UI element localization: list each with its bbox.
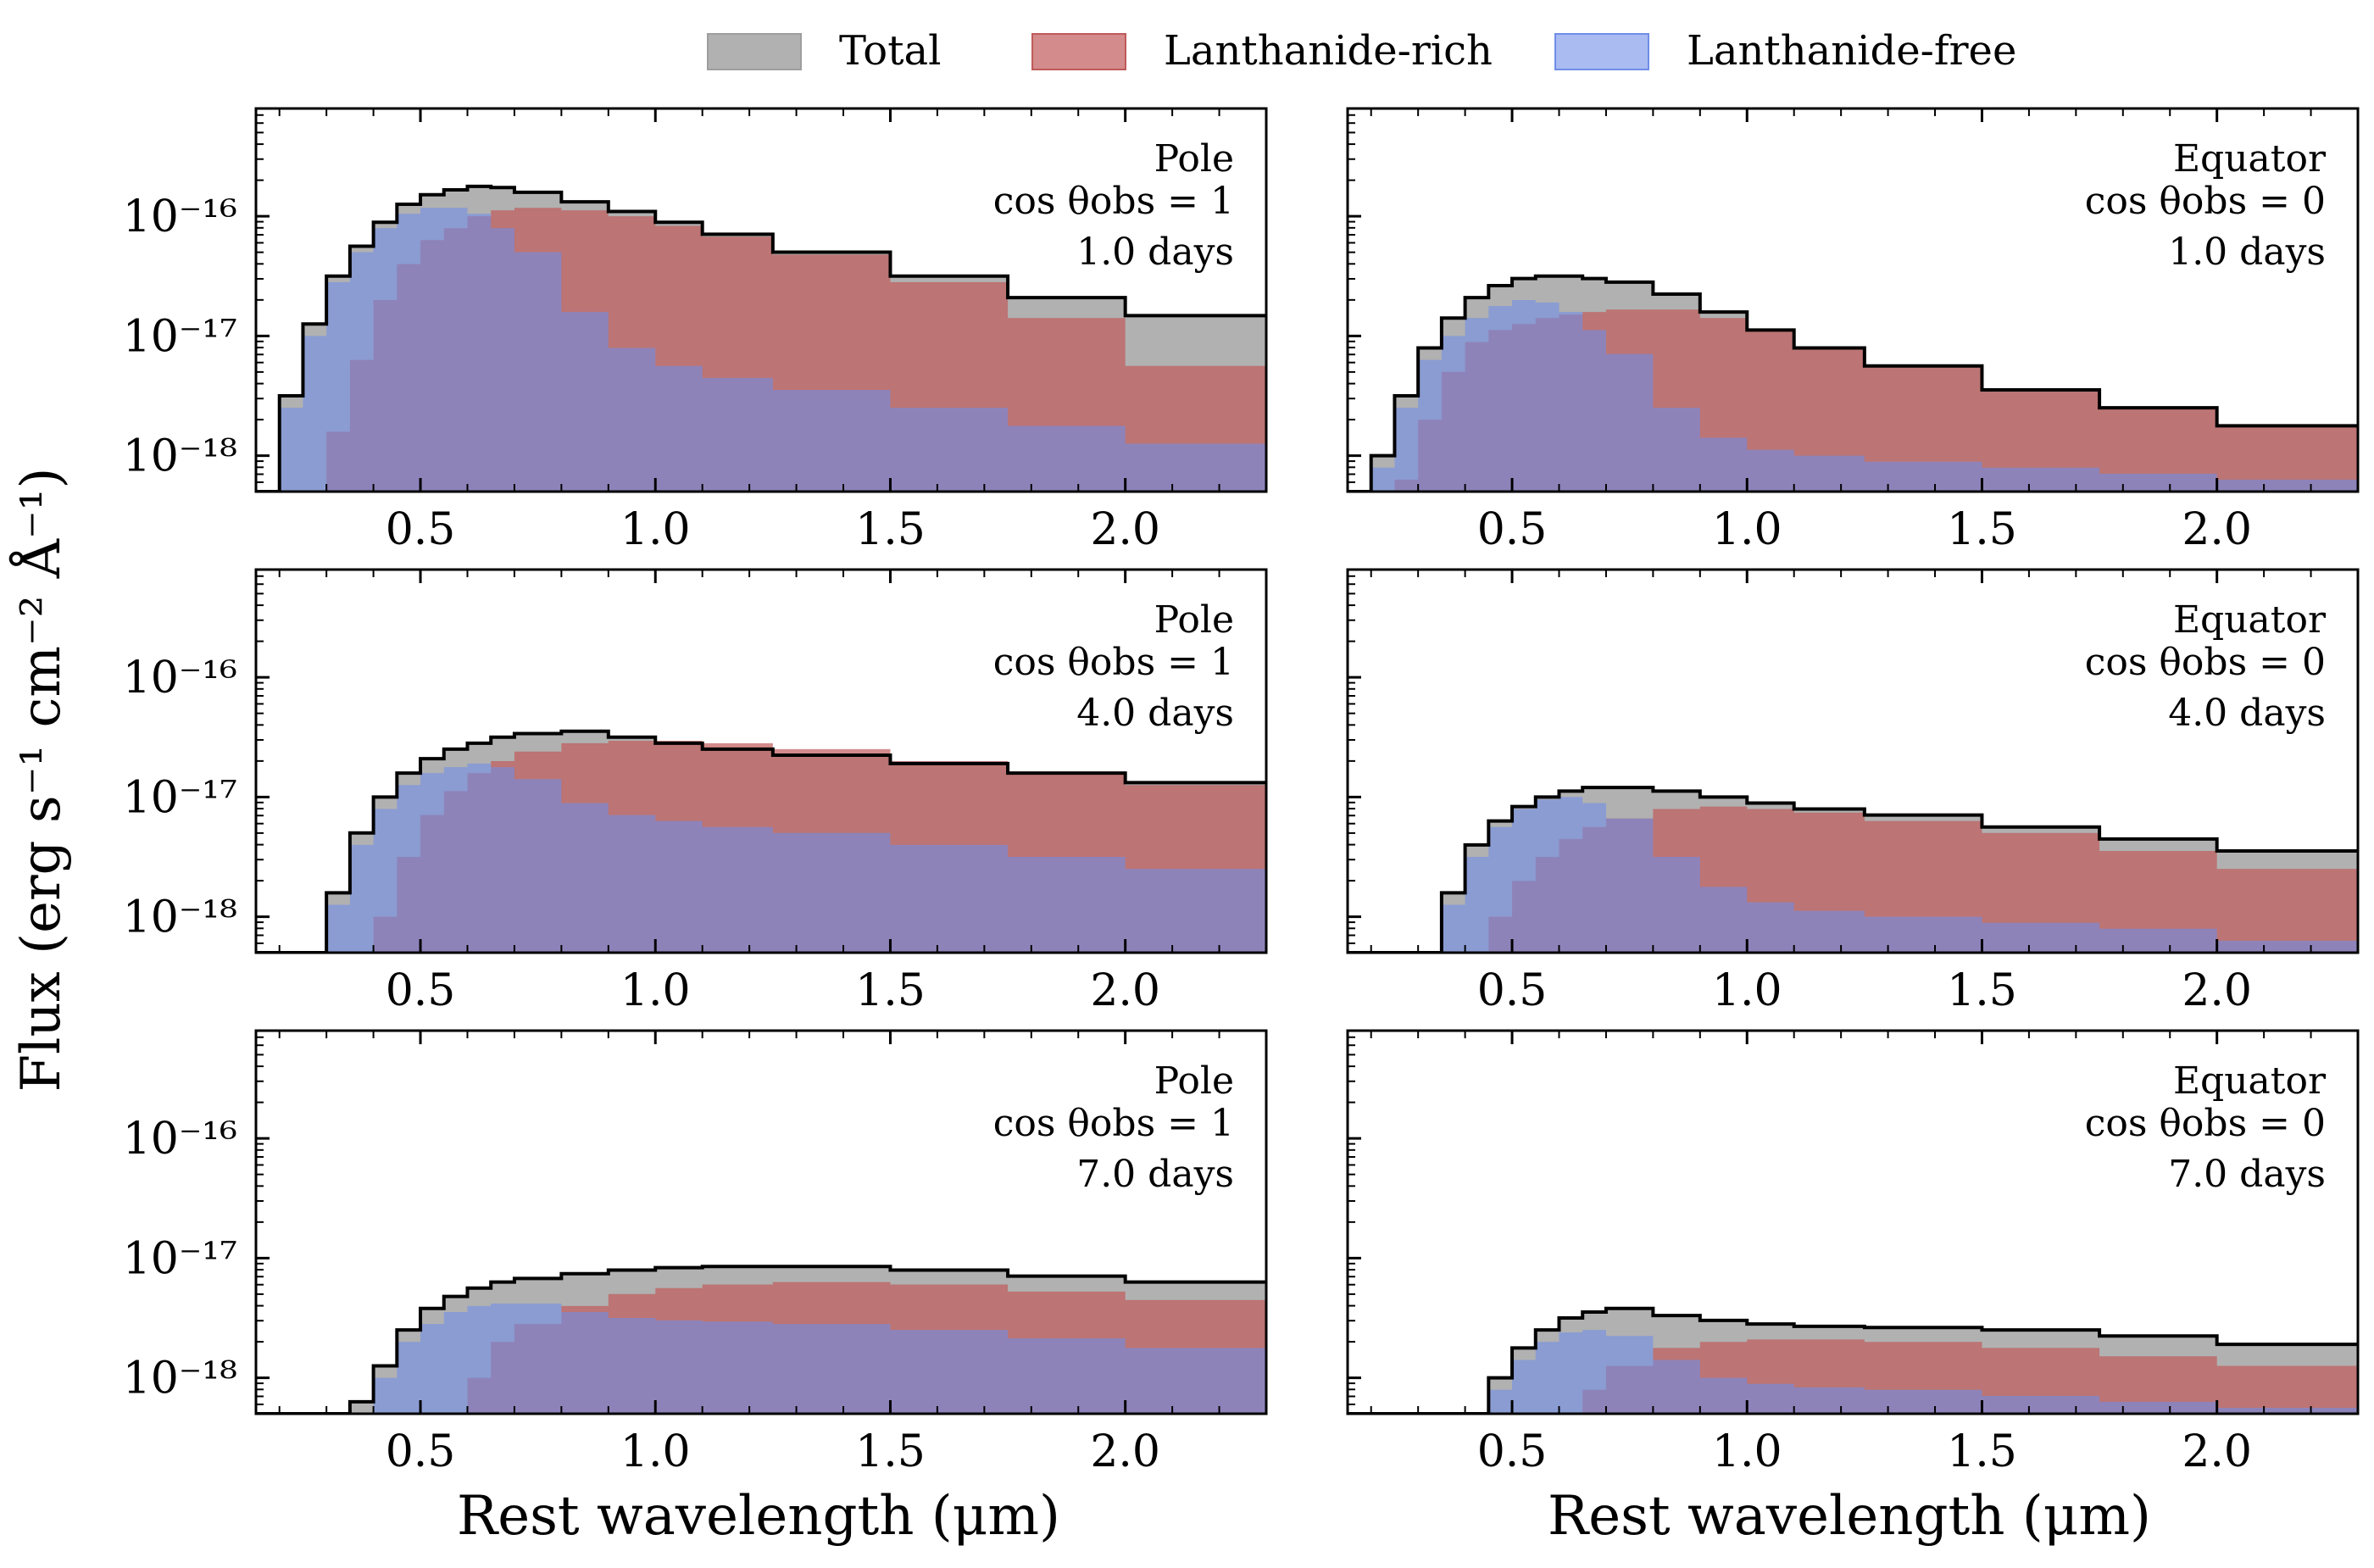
panel-title: Equator [2173,137,2327,181]
panel-subtitle: cos θobs = 0 [2085,641,2326,684]
series-lanthanide-free-area [1348,300,2358,492]
series-total-outline [256,1265,1266,1414]
y-tick-label: 10⁻¹⁶ [123,1114,237,1165]
x-tick-label: 0.5 [1477,965,1548,1016]
x-tick-label: 1.0 [620,1426,691,1477]
y-axis-label: Flux (erg s⁻¹ cm⁻² Å⁻¹) [9,468,73,1093]
series-total-outline [1348,786,2358,953]
series-total-outline [256,184,1266,492]
x-axis-label-right: Rest wavelength (μm) [1548,1485,2151,1548]
x-tick-label: 1.5 [1947,965,2017,1016]
y-tick-label: 10⁻¹⁶ [123,653,237,703]
panel-time: 4.0 days [1076,692,1234,735]
x-tick-label: 1.0 [1712,504,1782,555]
x-tick-label: 1.5 [855,1426,926,1477]
y-tick-label: 10⁻¹⁷ [123,772,237,823]
x-tick-label: 1.0 [620,504,691,555]
panel-subtitle: cos θobs = 1 [993,641,1234,684]
series-lanthanide-free-area [1348,1330,2358,1414]
x-tick-label: 1.5 [1947,1426,2017,1477]
x-tick-label: 1.0 [620,965,691,1016]
panel-time: 7.0 days [1076,1153,1234,1196]
series-lanthanide-free-area [256,763,1266,953]
legend-swatch-2 [1554,33,1649,70]
series-total-outline [1348,1306,2358,1414]
legend-swatch-1 [1031,33,1126,70]
x-tick-label: 1.0 [1712,1426,1782,1477]
panel-title: Pole [1154,1059,1234,1103]
panel-subtitle: cos θobs = 1 [993,180,1234,223]
series-total-outline [1348,274,2358,492]
x-tick-label: 0.5 [386,1426,456,1477]
legend-swatch-0 [707,33,802,70]
panel-time: 1.0 days [1076,231,1234,274]
series-lanthanide-free-area [256,1304,1266,1414]
y-tick-label: 10⁻¹⁶ [123,192,237,242]
x-tick-label: 2.0 [2182,965,2252,1016]
y-tick-label: 10⁻¹⁸ [123,431,237,482]
x-tick-label: 0.5 [386,965,456,1016]
panel-title: Equator [2173,598,2327,642]
x-tick-label: 2.0 [1090,504,1160,555]
x-tick-label: 2.0 [1090,965,1160,1016]
x-tick-label: 2.0 [2182,504,2252,555]
x-tick-label: 1.5 [855,965,926,1016]
y-tick-label: 10⁻¹⁸ [123,892,237,943]
legend-label-2: Lanthanide-free [1687,27,2016,75]
legend-label-0: Total [839,27,941,75]
series-total-outline [256,729,1266,953]
y-tick-label: 10⁻¹⁸ [123,1354,237,1404]
series-lanthanide-free-area [256,208,1266,492]
panel-time: 4.0 days [2168,692,2326,735]
legend: Total Lanthanide-rich Lanthanide-free [707,27,2016,75]
panel-subtitle: cos θobs = 0 [2085,1102,2326,1145]
legend-label-1: Lanthanide-rich [1164,27,1493,75]
x-tick-label: 1.5 [1947,504,2017,555]
panel-title: Pole [1154,137,1234,181]
panel-subtitle: cos θobs = 0 [2085,180,2326,223]
y-tick-label: 10⁻¹⁷ [123,1233,237,1284]
panel-time: 1.0 days [2168,231,2326,274]
x-tick-label: 1.5 [855,504,926,555]
panel-title: Equator [2173,1059,2327,1103]
series-lanthanide-free-area [1348,797,2358,953]
y-tick-label: 10⁻¹⁷ [123,311,237,362]
x-tick-label: 2.0 [1090,1426,1160,1477]
panel-time: 7.0 days [2168,1153,2326,1196]
x-axis-label-left: Rest wavelength (μm) [457,1485,1060,1548]
x-tick-label: 0.5 [386,504,456,555]
x-tick-label: 0.5 [1477,1426,1548,1477]
x-tick-label: 0.5 [1477,504,1548,555]
panel-title: Pole [1154,598,1234,642]
x-tick-label: 1.0 [1712,965,1782,1016]
x-tick-label: 2.0 [2182,1426,2252,1477]
panel-subtitle: cos θobs = 1 [993,1102,1234,1145]
